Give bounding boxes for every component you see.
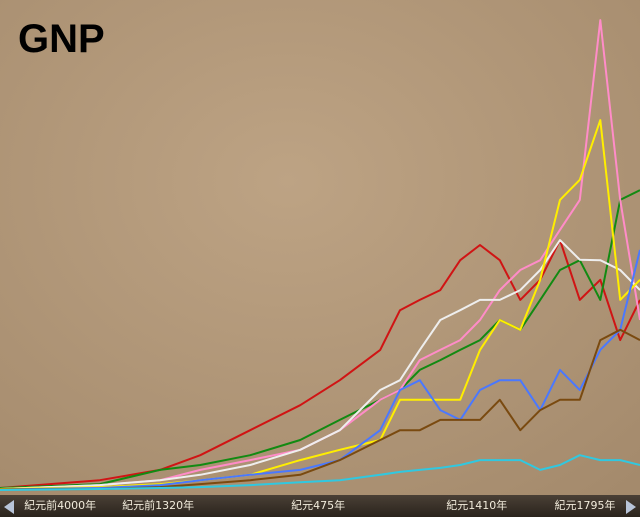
scroll-left[interactable] <box>4 500 14 514</box>
series-line <box>0 249 640 491</box>
x-tick-label: 紀元前4000年 <box>24 498 96 512</box>
x-tick-label: 紀元1795年 <box>554 498 615 512</box>
series-line <box>0 239 640 489</box>
x-tick-label: 紀元475年 <box>291 498 345 512</box>
x-tick-label: 紀元前1320年 <box>122 498 194 512</box>
scroll-right[interactable] <box>626 500 636 514</box>
series-line <box>0 19 640 490</box>
series-line <box>0 239 640 490</box>
x-tick-label: 紀元1410年 <box>446 498 507 512</box>
series-line <box>0 454 640 491</box>
series-line <box>0 189 640 489</box>
x-axis: 紀元前4000年 紀元前1320年 紀元475年 紀元1410年 紀元1795年 <box>24 498 615 512</box>
chart-title: GNP <box>18 17 105 61</box>
timeline-bar <box>0 495 640 517</box>
plot <box>0 19 640 491</box>
series-line <box>0 328 640 491</box>
